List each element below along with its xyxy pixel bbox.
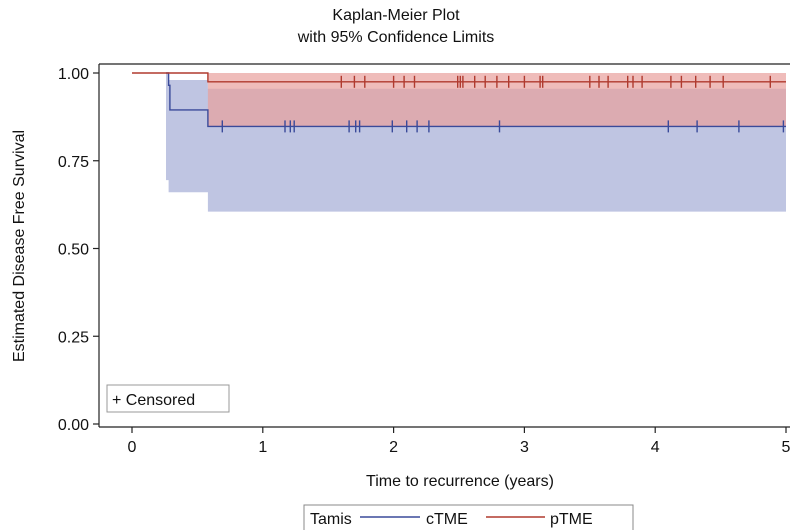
x-tick-label-3: 3 [520, 439, 529, 456]
axes: 0 1 2 3 4 5 0.00 0.25 0.50 0.75 1.00 Time to recurr… [11, 63, 791, 490]
censored-legend-box: + Censored [106, 384, 230, 413]
y-tick-label-4: 1.00 [58, 66, 89, 83]
x-tick-label-5: 5 [782, 439, 791, 456]
x-axis-label: Time to recurrence (years) [366, 473, 554, 490]
censor-marks [221, 75, 785, 133]
x-tick-label-4: 4 [651, 439, 660, 456]
x-tick-label-0: 0 [128, 439, 137, 456]
legend-title: Tamis [310, 511, 352, 528]
y-tick-label-2: 0.50 [58, 242, 89, 259]
legend-box [303, 504, 634, 530]
chart-title-group: Kaplan-Meier Plot with 95% Confidence Lim… [297, 7, 495, 46]
y-axis-label: Estimated Disease Free Survival [11, 130, 28, 362]
y-tick-label-1: 0.25 [58, 329, 89, 346]
legend: Tamis cTME pTME [303, 504, 634, 530]
x-tick-label-1: 1 [258, 439, 267, 456]
x-tick-label-2: 2 [389, 439, 398, 456]
confidence-band-pTME [132, 73, 786, 127]
y-tick-label-0: 0.00 [58, 417, 89, 434]
survival-line-cTME [166, 72, 786, 128]
censored-box [106, 384, 230, 413]
y-tick-label-3: 0.75 [58, 154, 89, 171]
chart-title-line-1: with 95% Confidence Limits [297, 29, 495, 46]
chart-title-line-0: Kaplan-Meier Plot [332, 7, 460, 24]
legend-label-cTME: cTME [426, 511, 468, 528]
censored-box-label: + Censored [112, 392, 195, 409]
confidence-bands [132, 73, 786, 212]
legend-label-pTME: pTME [550, 511, 593, 528]
